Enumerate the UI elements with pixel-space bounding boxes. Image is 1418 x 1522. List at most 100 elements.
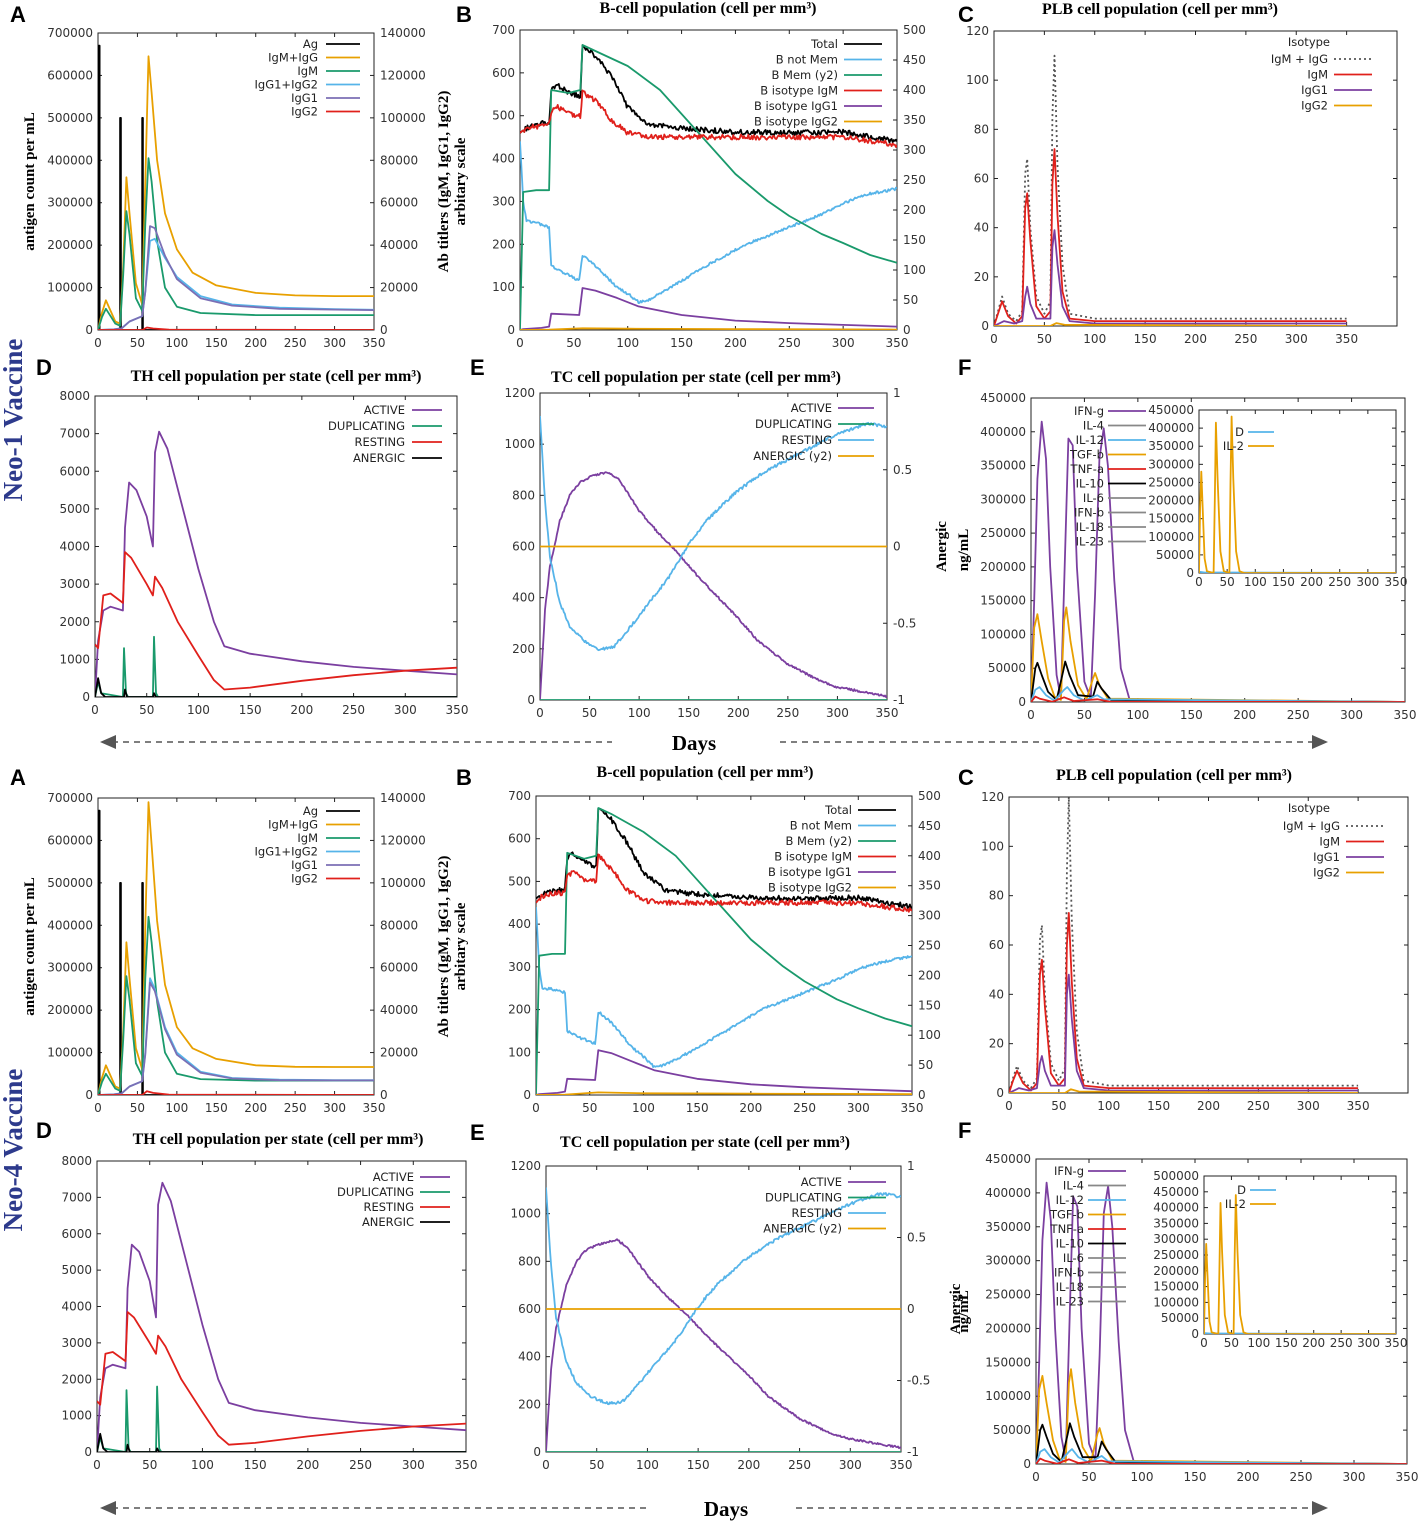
y2-tick-label: 0 xyxy=(907,1302,915,1316)
x-tick-label: 250 xyxy=(349,1458,372,1472)
legend-label: B Mem (y2) xyxy=(772,68,839,82)
x-tick-label: 0 xyxy=(516,336,524,350)
y2-tick-label: 300 xyxy=(903,143,926,157)
x-tick-label: 250 xyxy=(1234,332,1257,346)
legend-label: IgG2 xyxy=(1313,866,1340,880)
x-tick-label: 300 xyxy=(1297,1099,1320,1113)
y-tick-label: 300 xyxy=(492,194,515,208)
x-tick-label: 0 xyxy=(94,336,102,350)
y2-axis-label: Anergic xyxy=(934,521,950,572)
series-line-tnf-a xyxy=(1036,1457,1407,1464)
days-arrow-left-head xyxy=(100,1501,116,1515)
x-tick-label: 50 xyxy=(1077,708,1092,722)
series-line-resting xyxy=(540,415,887,652)
x-tick-label: 200 xyxy=(1300,575,1323,589)
y-tick-label: 700 xyxy=(508,789,531,803)
x-tick-label: 250 xyxy=(284,336,307,350)
y-tick-label: 400000 xyxy=(47,153,93,167)
y2-tick-label: 500 xyxy=(918,789,941,803)
y-tick-label: 0 xyxy=(1023,1457,1031,1471)
days-axis-neo4: Days xyxy=(100,1497,1328,1521)
y2-tick-label: 250 xyxy=(903,173,926,187)
legend-label: B isotype IgM xyxy=(760,84,838,98)
y2-tick-label: 20000 xyxy=(380,1046,418,1060)
y-tick-label: 0 xyxy=(981,319,989,333)
x-tick-label: 150 xyxy=(670,336,693,350)
legend-label: B isotype IgG1 xyxy=(754,99,838,113)
y-tick-label: 400000 xyxy=(1148,421,1194,435)
x-tick-label: 350 xyxy=(876,706,899,720)
y-tick-label: 0 xyxy=(84,1445,92,1459)
y2-tick-label: 400 xyxy=(903,83,926,97)
y-tick-label: 100 xyxy=(492,280,515,294)
y-tick-label: 250000 xyxy=(985,1288,1031,1302)
y-tick-label: 200 xyxy=(508,1003,531,1017)
y-tick-label: 700 xyxy=(492,23,515,37)
x-tick-label: 100 xyxy=(616,336,639,350)
series-line-igm xyxy=(98,915,374,1095)
y-tick-label: 80 xyxy=(989,889,1004,903)
y-tick-label: 0 xyxy=(533,1445,541,1459)
x-tick-label: 0 xyxy=(91,703,99,717)
x-tick-label: 0 xyxy=(542,1458,550,1472)
x-tick-label: 250 xyxy=(788,1458,811,1472)
legend-label: IgM + IgG xyxy=(1283,819,1340,833)
legend-label: B isotype IgG1 xyxy=(768,865,852,879)
legend-title: Isotype xyxy=(1288,35,1330,49)
panel-letter: D xyxy=(36,1118,52,1143)
panel-title: TC cell population per state (cell per m… xyxy=(560,1134,850,1151)
series-line-igm-igg xyxy=(1009,797,1359,1093)
y-tick-label: 20 xyxy=(989,1037,1004,1051)
series-line-igg1 xyxy=(1009,973,1359,1093)
y-tick-label: 200 xyxy=(512,642,535,656)
y2-tick-label: 40000 xyxy=(380,238,418,252)
y-tick-label: 300000 xyxy=(47,961,93,975)
y-tick-label: 700000 xyxy=(47,26,93,40)
x-tick-label: 250 xyxy=(284,1101,307,1115)
panel-letter: D xyxy=(36,355,52,380)
y-tick-label: 400 xyxy=(512,591,535,605)
y-tick-label: 0 xyxy=(996,1086,1004,1100)
chart-n1F_inset: 0 50 100 150 200 250 300 3500500001000001500002… xyxy=(1148,403,1407,589)
x-tick-label: 50 xyxy=(130,336,145,350)
y-tick-label: 500000 xyxy=(47,876,93,890)
legend-label: IL-4 xyxy=(1063,1179,1084,1193)
series-line-active xyxy=(95,430,457,697)
panel-letter: E xyxy=(470,355,485,380)
x-tick-label: 0 xyxy=(93,1458,101,1472)
legend-label: Total xyxy=(824,803,852,817)
y-tick-label: 0 xyxy=(85,1088,93,1102)
legend-label: DUPLICATING xyxy=(328,419,405,433)
y2-tick-label: 100 xyxy=(918,1028,941,1042)
x-tick-label: 100 xyxy=(165,336,188,350)
series-line-igm xyxy=(994,148,1347,326)
legend-label: IL-4 xyxy=(1083,419,1104,433)
series-line-il-12 xyxy=(1036,1448,1407,1464)
legend-label: B isotype IgM xyxy=(774,850,852,864)
x-tick-label: 100 xyxy=(165,1101,188,1115)
series-group xyxy=(520,44,897,330)
legend: ACTIVE DUPLICATING RESTING ANERGIC (y2) xyxy=(753,401,874,463)
legend-label: RESTING xyxy=(355,435,406,449)
series-line-igg2 xyxy=(98,326,374,330)
legend-label: IL-2 xyxy=(1225,1197,1246,1211)
x-tick-label: 300 xyxy=(839,1458,862,1472)
x-tick-label: 200 xyxy=(724,336,747,350)
y-tick-label: 250000 xyxy=(980,526,1026,540)
plot-frame xyxy=(1198,409,1397,574)
x-tick-label: 250 xyxy=(1287,708,1310,722)
chart-n4F_inset: 0 50 100 150 200 250 300 3500500001000001500002… xyxy=(1153,1169,1407,1350)
y-tick-label: 600000 xyxy=(47,833,93,847)
y2-tick-label: 80000 xyxy=(380,918,418,932)
y-tick-label: 2000 xyxy=(59,615,90,629)
y-tick-label: 50000 xyxy=(993,1423,1031,1437)
x-tick-label: 200 xyxy=(296,1458,319,1472)
series-group xyxy=(1204,1194,1396,1334)
x-tick-label: 100 xyxy=(1247,1336,1270,1350)
y-tick-label: 400000 xyxy=(47,918,93,932)
x-tick-label: 100 xyxy=(636,1458,659,1472)
y-tick-label: 500 xyxy=(508,874,531,888)
series-line-b-isotype-igg1 xyxy=(520,287,897,330)
y-tick-label: 0 xyxy=(85,323,93,337)
legend-label: ACTIVE xyxy=(801,1175,842,1189)
